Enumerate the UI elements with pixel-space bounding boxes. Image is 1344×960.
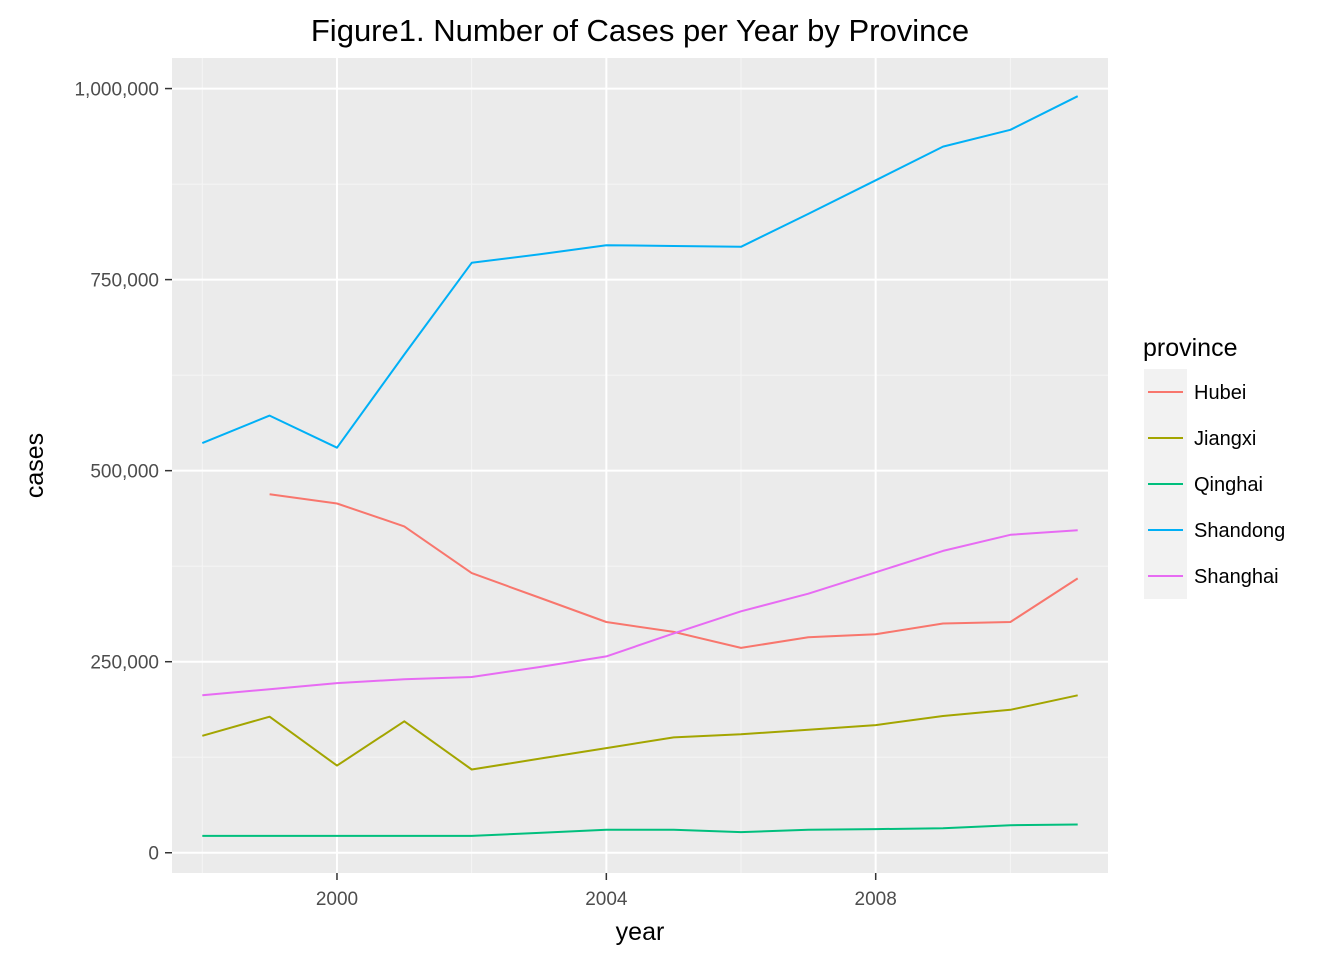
legend-label-qinghai: Qinghai — [1194, 474, 1263, 496]
y-tick-label: 250,000 — [90, 653, 159, 674]
x-tick-label: 2004 — [585, 889, 628, 910]
chart-title: Figure1. Number of Cases per Year by Pro… — [311, 13, 969, 48]
legend-label-jiangxi: Jiangxi — [1194, 428, 1256, 450]
y-axis-title: cases — [21, 433, 49, 498]
legend-label-hubei: Hubei — [1194, 382, 1246, 404]
plot-panel — [172, 58, 1108, 873]
y-tick-label: 500,000 — [90, 462, 159, 483]
legend-label-shanghai: Shanghai — [1194, 566, 1279, 588]
x-axis: 2000 2004 2008 — [316, 873, 897, 910]
x-tick-label: 2000 — [316, 889, 358, 910]
legend-title: province — [1143, 334, 1238, 362]
y-tick-label: 0 — [148, 844, 159, 865]
series-line-shandong — [201, 95, 1079, 449]
legend: province Hubei Jiangxi Qinghai Shandong Shan… — [1143, 334, 1285, 599]
y-tick-label: 750,000 — [90, 271, 159, 292]
series-line-jiangxi — [202, 694, 1078, 771]
x-axis-title: year — [616, 918, 665, 946]
series-line-qinghai — [202, 823, 1078, 837]
y-tick-label: 1,000,000 — [74, 80, 159, 101]
series-line-shanghai — [202, 529, 1078, 697]
minor-gridlines — [172, 58, 1108, 873]
legend-label-shandong: Shandong — [1194, 520, 1285, 542]
major-gridlines — [172, 58, 1108, 873]
x-tick-label: 2008 — [855, 889, 897, 910]
y-axis: 0 250,000 500,000 750,000 1,000,000 — [74, 80, 172, 865]
series-line-hubei — [269, 493, 1079, 649]
series-lines — [201, 95, 1079, 837]
